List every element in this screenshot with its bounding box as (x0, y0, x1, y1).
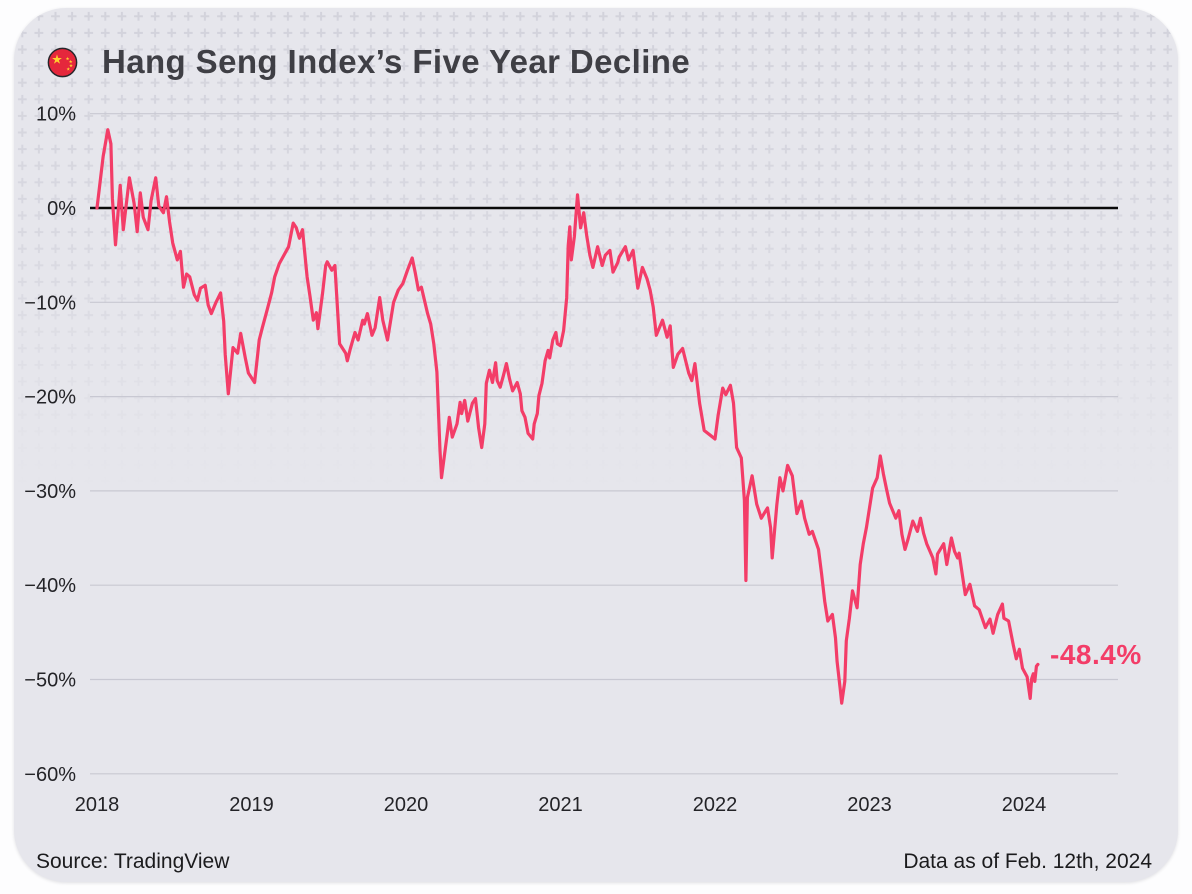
y-tick-label: 10% (36, 104, 76, 126)
x-tick-label: 2024 (1002, 794, 1047, 816)
line-chart: 10% 0% −10% −20% −30% −40% −50% −60% 2018 2019 202… (24, 104, 1118, 816)
x-tick-label: 2018 (75, 794, 120, 816)
x-tick-label: 2021 (538, 794, 583, 816)
data-asof-label: Data as of Feb. 12th, 2024 (903, 850, 1152, 873)
x-tick-label: 2020 (384, 794, 429, 816)
y-tick-label: −30% (24, 481, 76, 503)
plus-pattern-background (14, 8, 1178, 882)
x-tick-label: 2023 (847, 794, 892, 816)
chart-header: Hang Seng Index’s Five Year Decline (47, 39, 690, 85)
y-tick-label: −60% (24, 764, 76, 786)
y-tick-label: −50% (24, 670, 76, 692)
x-tick-label: 2019 (229, 794, 274, 816)
chart-card: 10% 0% −10% −20% −30% −40% −50% −60% 2018 2019 202… (14, 8, 1178, 882)
latest-value-label: -48.4% (1050, 639, 1142, 670)
series-line (95, 128, 1040, 705)
y-tick-label: −20% (24, 387, 76, 409)
source-label: Source: TradingView (36, 850, 230, 873)
china-flag-icon (47, 47, 78, 77)
x-tick-label: 2022 (693, 794, 738, 816)
y-tick-label: 0% (47, 198, 76, 220)
y-tick-label: −10% (24, 292, 76, 314)
y-tick-label: −40% (24, 575, 76, 597)
chart-title: Hang Seng Index’s Five Year Decline (102, 43, 691, 80)
